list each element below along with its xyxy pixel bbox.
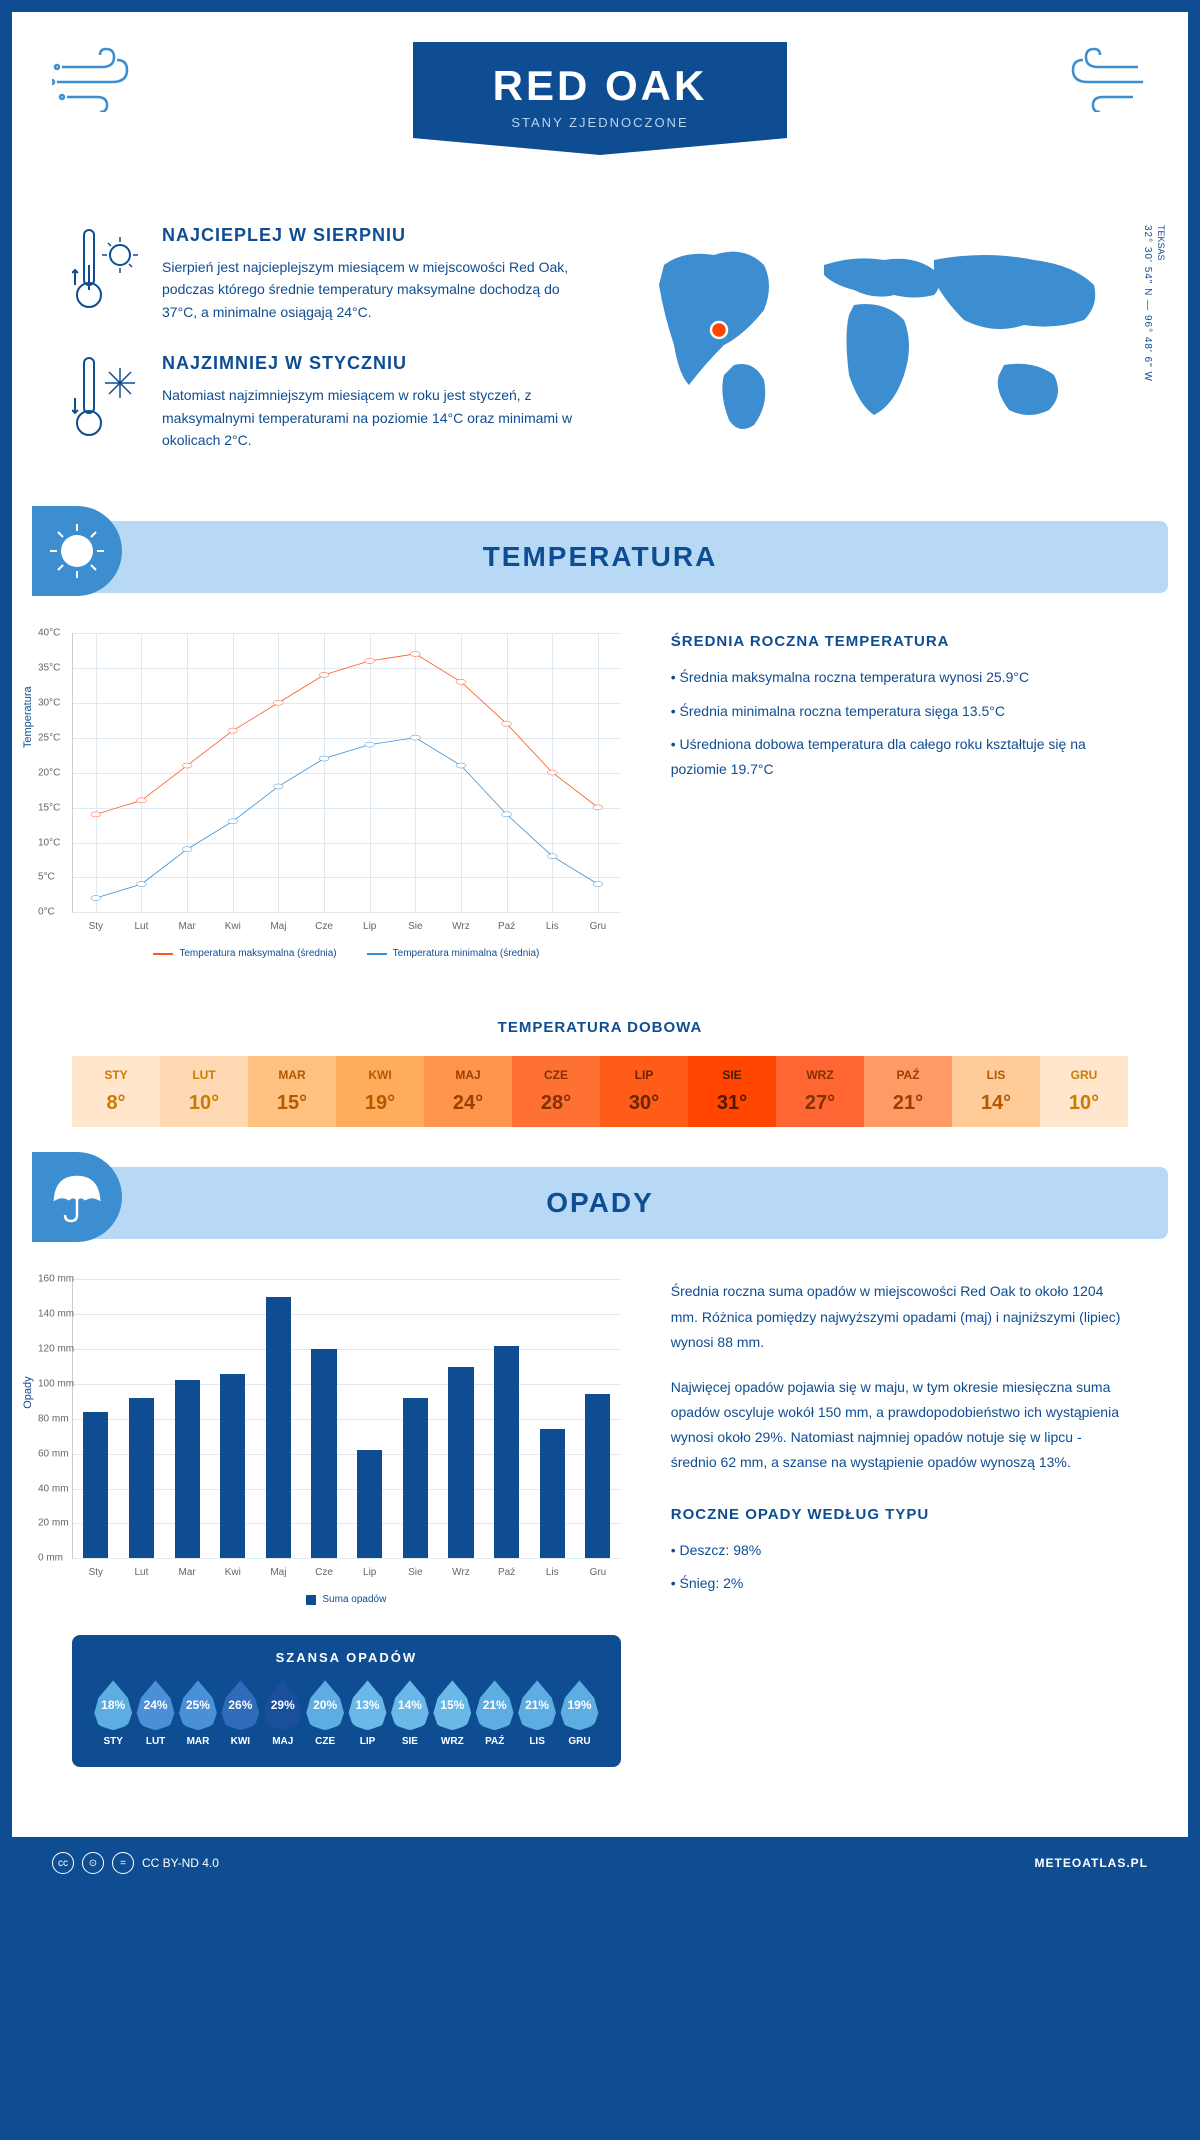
thermometer-cold-icon — [72, 353, 142, 451]
coldest-title: NAJZIMNIEJ W STYCZNIU — [162, 353, 580, 374]
temp-cell: PAŹ21° — [864, 1056, 952, 1127]
thermometer-hot-icon — [72, 225, 142, 323]
precip-drop: 29%MAJ — [262, 1680, 304, 1747]
precip-type-title: ROCZNE OPADY WEDŁUG TYPU — [671, 1506, 1128, 1523]
precip-section-header: OPADY — [32, 1167, 1168, 1239]
temperature-heading: TEMPERATURA — [52, 541, 1148, 573]
precip-drop: 13%LIP — [347, 1680, 389, 1747]
annual-temp-title: ŚREDNIA ROCZNA TEMPERATURA — [671, 633, 1128, 650]
precip-chance-panel: SZANSA OPADÓW 18%STY24%LUT25%MAR26%KWI29… — [72, 1635, 621, 1767]
warmest-block: NAJCIEPLEJ W SIERPNIU Sierpień jest najc… — [72, 225, 580, 323]
annual-temp-info: ŚREDNIA ROCZNA TEMPERATURA • Średnia mak… — [671, 633, 1128, 959]
temp-cell: MAJ24° — [424, 1056, 512, 1127]
temp-cell: STY8° — [72, 1056, 160, 1127]
temp-cell: LIP30° — [600, 1056, 688, 1127]
sun-icon — [32, 506, 122, 596]
page-subtitle: STANY ZJEDNOCZONE — [493, 115, 708, 130]
temp-cell: LIS14° — [952, 1056, 1040, 1127]
page-title: RED OAK — [493, 62, 708, 110]
y-axis-label: Opady — [22, 1376, 34, 1408]
wind-icon — [52, 42, 142, 117]
site-label: METEOATLAS.PL — [1035, 1856, 1148, 1870]
y-axis-label: Temperatura — [22, 686, 34, 748]
precip-heading: OPADY — [52, 1187, 1148, 1219]
precip-drop: 18%STY — [92, 1680, 134, 1747]
warmest-title: NAJCIEPLEJ W SIERPNIU — [162, 225, 580, 246]
precip-bar-chart: Opady 0 mm20 mm40 mm60 mm80 mm100 mm120 … — [72, 1279, 621, 1559]
page-header: RED OAK STANY ZJEDNOCZONE — [12, 12, 1188, 205]
coldest-block: NAJZIMNIEJ W STYCZNIU Natomiast najzimni… — [72, 353, 580, 451]
temp-cell: CZE28° — [512, 1056, 600, 1127]
coords-label: 32° 30' 54" N — 96° 48' 6" W — [1142, 225, 1153, 382]
precip-drop: 15%WRZ — [431, 1680, 473, 1747]
precip-drop: 19%GRU — [558, 1680, 600, 1747]
page-footer: cc⊙= CC BY-ND 4.0 METEOATLAS.PL — [12, 1837, 1188, 1889]
chance-title: SZANSA OPADÓW — [92, 1650, 601, 1665]
precip-info: Średnia roczna suma opadów w miejscowośc… — [671, 1279, 1128, 1767]
title-banner: RED OAK STANY ZJEDNOCZONE — [413, 42, 788, 155]
precip-drop: 21%LIS — [516, 1680, 558, 1747]
temperature-line-chart: Temperatura 0°C5°C10°C15°C20°C25°C30°C35… — [72, 633, 621, 913]
temperature-section-header: TEMPERATURA — [32, 521, 1168, 593]
license-badges: cc⊙= CC BY-ND 4.0 — [52, 1852, 219, 1874]
precip-drop: 14%SIE — [389, 1680, 431, 1747]
precip-drop: 26%KWI — [219, 1680, 261, 1747]
precip-drop: 20%CZE — [304, 1680, 346, 1747]
region-label: TEKSAS — [1156, 225, 1166, 261]
temp-cell: KWI19° — [336, 1056, 424, 1127]
daily-temp-table: STY8°LUT10°MAR15°KWI19°MAJ24°CZE28°LIP30… — [72, 1056, 1128, 1127]
warmest-text: Sierpień jest najcieplejszym miesiącem w… — [162, 256, 580, 323]
umbrella-icon — [32, 1152, 122, 1242]
temp-cell: MAR15° — [248, 1056, 336, 1127]
wind-icon — [1058, 42, 1148, 117]
world-map: TEKSAS 32° 30' 54" N — 96° 48' 6" W — [620, 225, 1128, 481]
temp-cell: WRZ27° — [776, 1056, 864, 1127]
temp-cell: SIE31° — [688, 1056, 776, 1127]
precip-drop: 25%MAR — [177, 1680, 219, 1747]
daily-temp-title: TEMPERATURA DOBOWA — [72, 1019, 1128, 1036]
temp-cell: LUT10° — [160, 1056, 248, 1127]
coldest-text: Natomiast najzimniejszym miesiącem w rok… — [162, 384, 580, 451]
precip-drop: 24%LUT — [135, 1680, 177, 1747]
precip-drop: 21%PAŹ — [474, 1680, 516, 1747]
temp-cell: GRU10° — [1040, 1056, 1128, 1127]
chart-legend: Temperatura maksymalna (średnia) Tempera… — [72, 948, 621, 959]
bar-legend: Suma opadów — [72, 1594, 621, 1605]
